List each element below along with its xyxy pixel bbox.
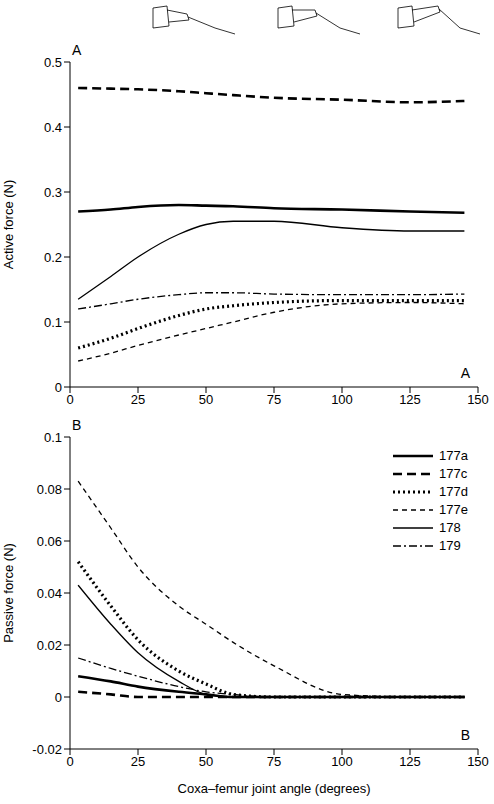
- html-text:179: 179: [439, 538, 461, 553]
- svg-text:75: 75: [267, 392, 281, 407]
- svg-text:0.04: 0.04: [37, 586, 62, 601]
- svg-text:0.1: 0.1: [44, 430, 62, 445]
- html-text:177a: 177a: [439, 448, 468, 463]
- svg-text:25: 25: [131, 754, 145, 769]
- html-text:177e: 177e: [439, 502, 468, 517]
- svg-text:0: 0: [66, 392, 73, 407]
- svg-text:100: 100: [331, 754, 353, 769]
- svg-text:0: 0: [66, 754, 73, 769]
- svg-text:100: 100: [331, 392, 353, 407]
- svg-text:0.06: 0.06: [37, 534, 62, 549]
- svg-text:Passive force (N): Passive force (N): [1, 543, 16, 643]
- svg-text:0.08: 0.08: [37, 482, 62, 497]
- svg-text:0.1: 0.1: [44, 315, 62, 330]
- svg-text:75: 75: [267, 754, 281, 769]
- svg-text:Active force (N): Active force (N): [1, 180, 16, 270]
- html-text:A: A: [72, 42, 82, 58]
- html-text:177c: 177c: [439, 466, 468, 481]
- svg-text:0.02: 0.02: [37, 638, 62, 653]
- svg-text:0: 0: [55, 380, 62, 395]
- svg-text:0: 0: [55, 690, 62, 705]
- html-text:B: B: [72, 417, 82, 433]
- svg-text:50: 50: [199, 754, 213, 769]
- svg-text:0.2: 0.2: [44, 250, 62, 265]
- html-text:A: A: [460, 365, 470, 381]
- svg-text:125: 125: [399, 754, 421, 769]
- svg-text:150: 150: [467, 754, 489, 769]
- svg-text:50: 50: [199, 392, 213, 407]
- svg-text:Coxa–femur joint angle (degree: Coxa–femur joint angle (degrees): [178, 781, 371, 796]
- html-text:178: 178: [439, 520, 461, 535]
- svg-text:-0.02: -0.02: [32, 742, 62, 757]
- html-text:B: B: [460, 727, 470, 743]
- svg-text:150: 150: [467, 392, 489, 407]
- svg-text:0.5: 0.5: [44, 55, 62, 70]
- svg-text:0.3: 0.3: [44, 185, 62, 200]
- svg-text:0.4: 0.4: [44, 120, 62, 135]
- html-text:177d: 177d: [439, 484, 468, 499]
- svg-text:25: 25: [131, 392, 145, 407]
- svg-text:125: 125: [399, 392, 421, 407]
